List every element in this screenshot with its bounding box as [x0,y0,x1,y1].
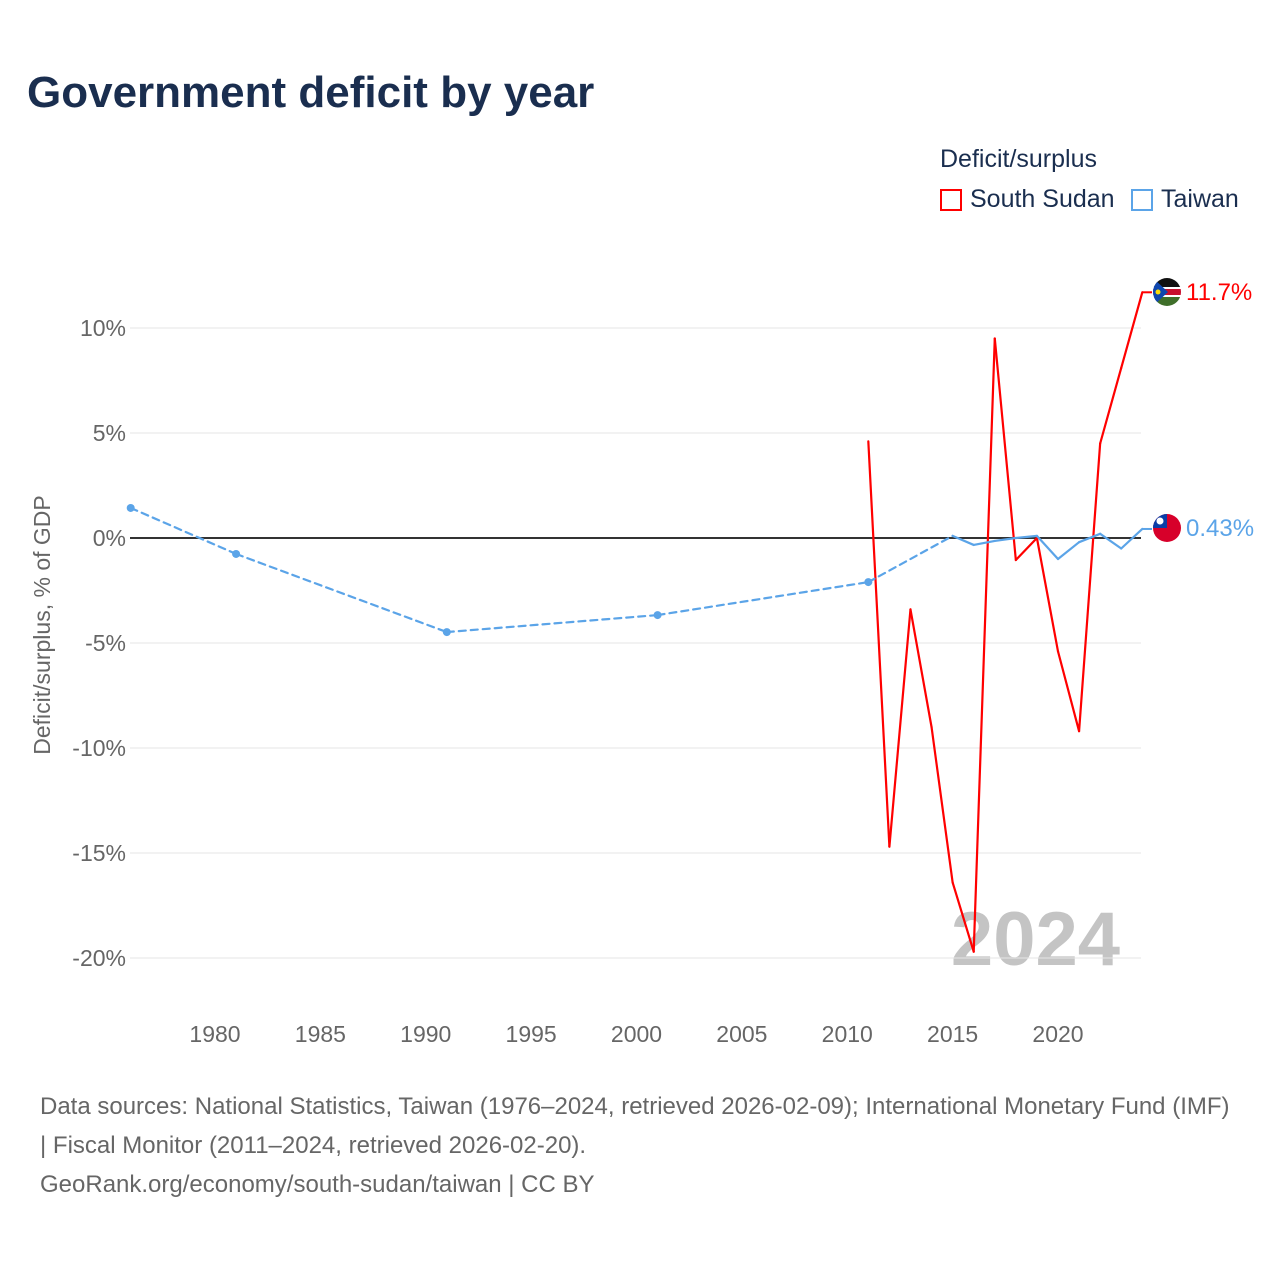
line-segment-south-sudan [1035,536,1060,653]
legend-swatch-taiwan [1131,188,1153,211]
line-segment-taiwan [1056,541,1081,561]
x-tick-label: 2000 [611,1021,662,1047]
line-segment-taiwan [445,613,659,634]
line-segment-south-sudan [888,608,912,848]
x-tick-label: 2015 [927,1021,978,1047]
x-tick-label: 1985 [295,1021,346,1047]
y-tick-label: 0% [93,525,126,551]
source-link[interactable]: GeoRank.org/economy/south-sudan/taiwan |… [40,1171,595,1198]
legend-title: Deficit/surplus [940,145,1097,173]
year-watermark: 2024 [951,897,1120,982]
line-segment-taiwan [1077,532,1102,544]
footer: Data sources: National Statistics, Taiwa… [40,1087,1240,1204]
x-tick-label: 1995 [506,1021,557,1047]
line-segment-taiwan [129,506,238,556]
legend-swatch-south-sudan [940,188,962,211]
south-sudan-flag-icon [1153,278,1181,306]
line-segment-taiwan [234,552,448,634]
data-sources: Data sources: National Statistics, Taiwa… [40,1093,1230,1159]
y-tick-label: -20% [72,945,126,971]
line-segment-taiwan [1035,534,1060,561]
y-tick-label: -5% [85,630,126,656]
x-tick-label: 1990 [400,1021,451,1047]
chart-title: Government deficit by year [27,68,595,117]
line-segment-south-sudan [1099,366,1123,445]
line-segment-south-sudan [1120,291,1144,369]
end-label-taiwan: 0.43% [1186,515,1254,542]
legend-label: South Sudan [970,185,1115,213]
line-segment-taiwan [656,580,870,617]
line-segment-south-sudan [993,337,1017,562]
line-segment-south-sudan [1056,650,1081,733]
y-tick-label: 5% [93,420,126,446]
line-segment-taiwan [993,536,1017,543]
data-point-taiwan [442,628,451,637]
legend-label: Taiwan [1161,185,1239,213]
x-tick-label: 2010 [822,1021,873,1047]
line-segment-south-sudan [972,337,996,953]
end-label-south-sudan: 11.7% [1186,279,1252,306]
taiwan-flag-icon [1153,514,1181,542]
line-segment-south-sudan [951,881,975,953]
line-segment-taiwan [1120,527,1144,550]
line-segment-taiwan [951,534,975,547]
line-segment-south-sudan [930,725,954,884]
line-segment-taiwan [1099,532,1123,550]
x-tick-label: 2005 [716,1021,767,1047]
y-tick-label: -10% [72,735,126,761]
data-point-taiwan [232,549,241,558]
line-segment-taiwan [972,539,996,547]
x-tick-label: 2020 [1032,1021,1083,1047]
line-segment-taiwan [1014,534,1039,540]
data-point-taiwan [653,611,662,620]
y-axis-label: Deficit/surplus, % of GDP [29,495,55,754]
y-tick-label: 10% [80,315,126,341]
line-segment-south-sudan [867,440,891,848]
line-segment-south-sudan [1077,442,1102,733]
data-point-taiwan [126,503,135,512]
legend-item-taiwan[interactable]: Taiwan [1131,185,1239,214]
data-point-taiwan [864,578,873,587]
line-segment-south-sudan [1014,536,1039,562]
line-segment-south-sudan [909,608,933,729]
legend-item-south-sudan[interactable]: South Sudan [940,185,1115,214]
line-segment-taiwan [867,534,954,584]
x-tick-label: 1980 [189,1021,240,1047]
y-tick-label: -15% [72,840,126,866]
